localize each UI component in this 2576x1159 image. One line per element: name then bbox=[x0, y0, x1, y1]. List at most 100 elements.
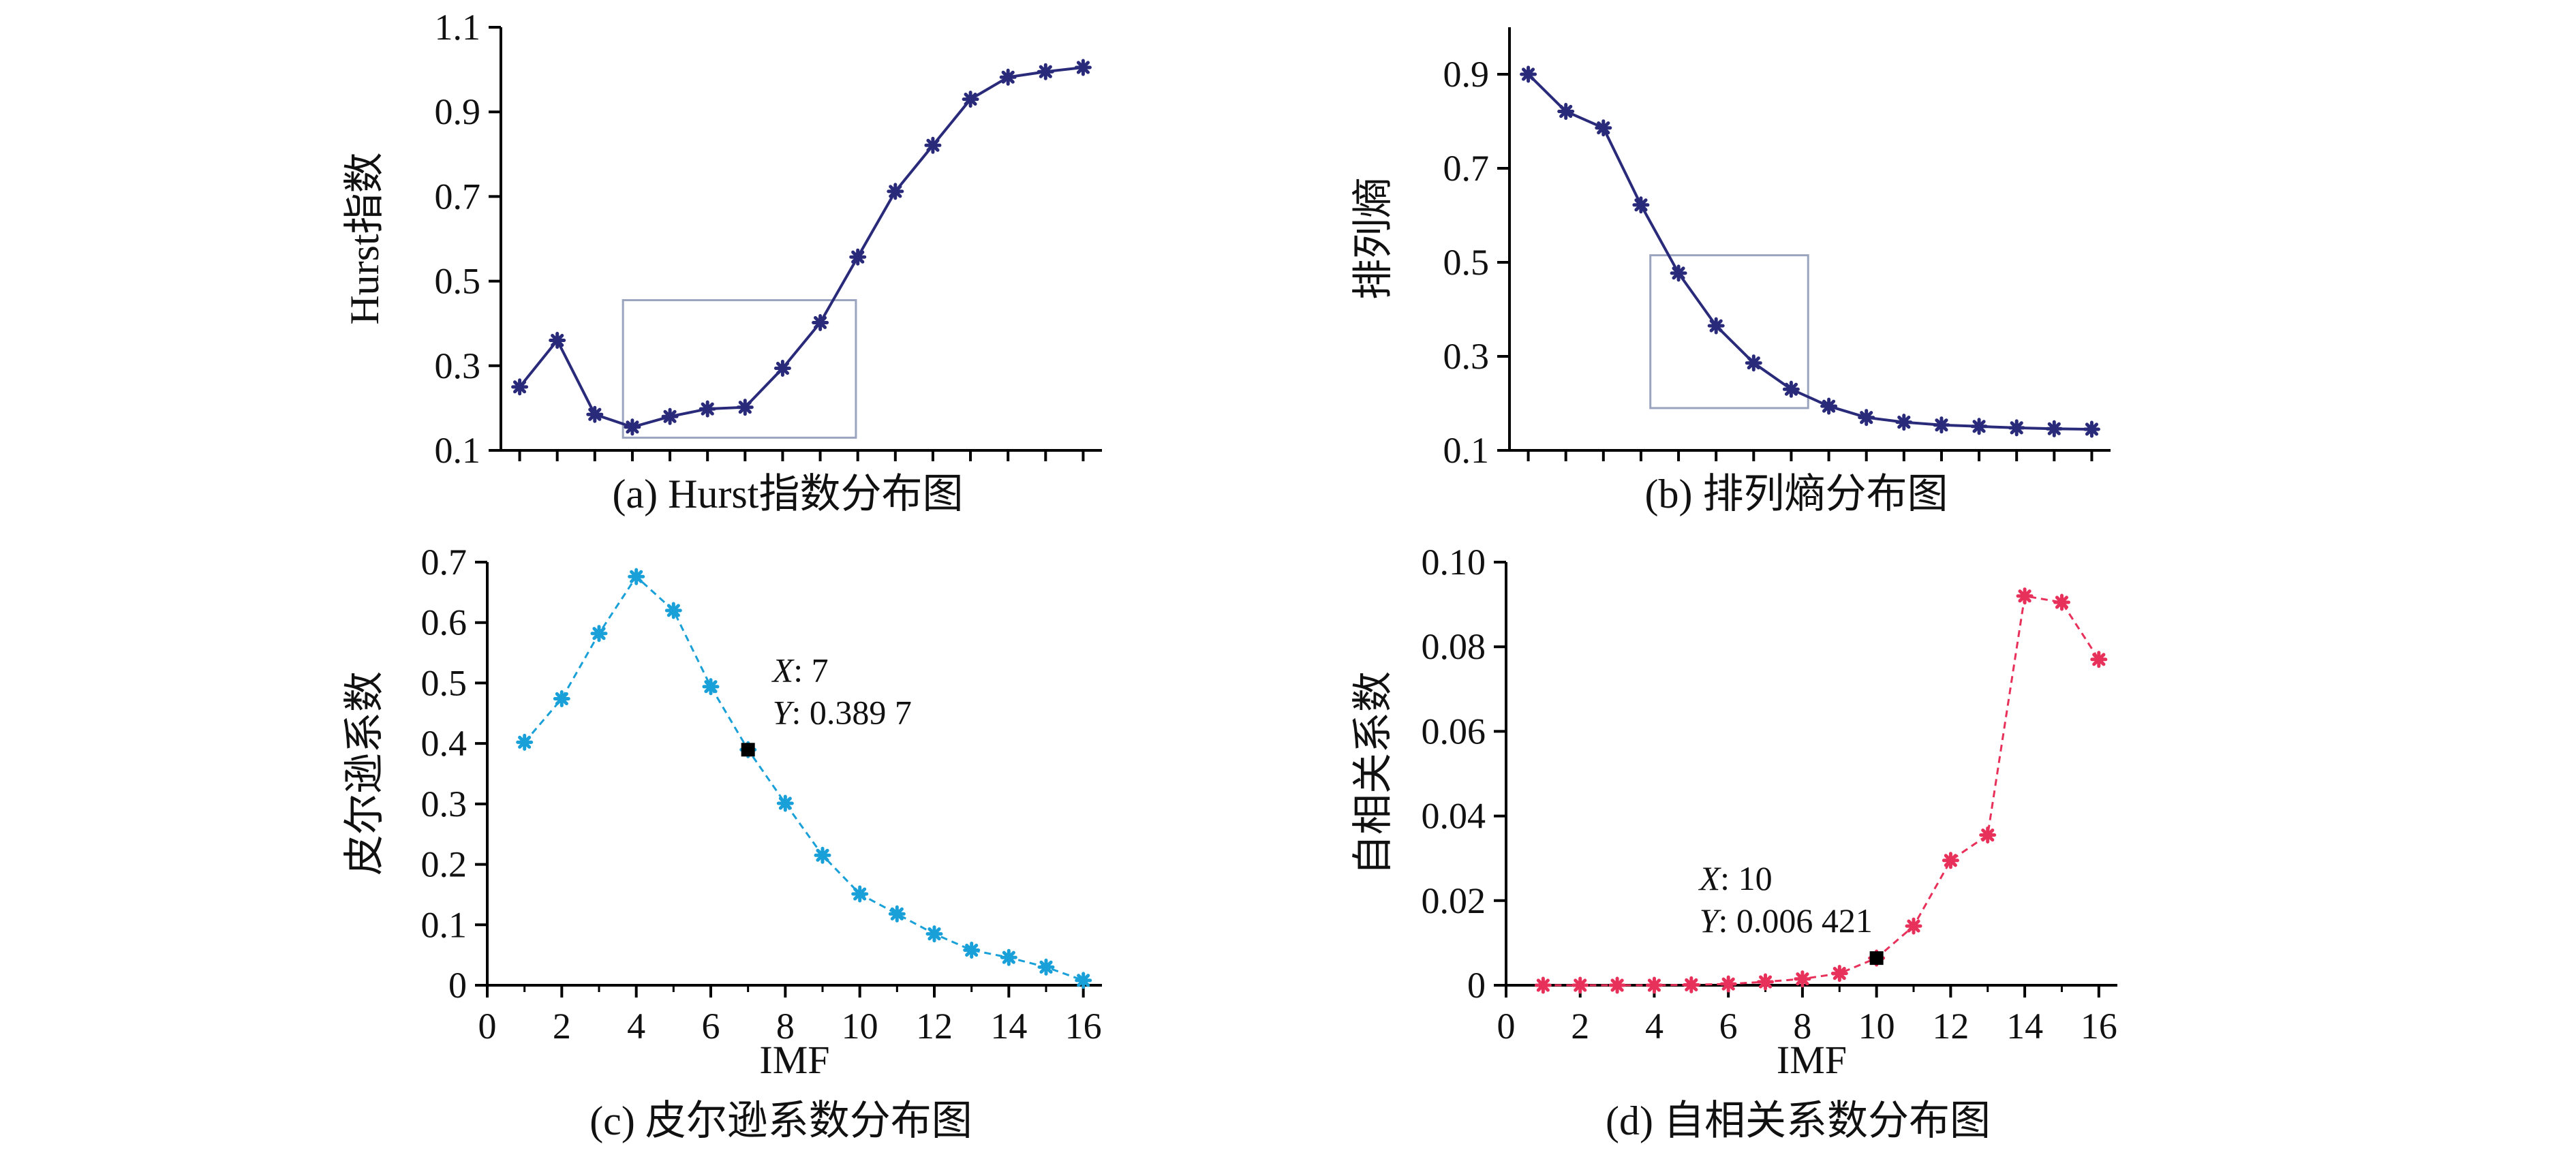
data-point bbox=[1670, 264, 1687, 282]
x-tick-label: 2 bbox=[553, 1006, 571, 1047]
data-point bbox=[553, 690, 570, 707]
y-tick-label: 0.7 bbox=[1443, 148, 1490, 189]
y-tick-label: 1.1 bbox=[435, 7, 481, 48]
data-point bbox=[851, 885, 869, 903]
data-point bbox=[1905, 917, 1922, 935]
data-point bbox=[590, 625, 608, 643]
x-tick-label: 14 bbox=[2006, 1006, 2043, 1047]
x-tick-label: 10 bbox=[1858, 1006, 1895, 1047]
zoom-region-box bbox=[622, 299, 857, 439]
datatip-x-value: : 10 bbox=[1720, 859, 1772, 897]
data-point bbox=[1037, 63, 1054, 80]
y-tick-label: 0 bbox=[448, 965, 467, 1006]
data-point bbox=[1745, 354, 1762, 372]
series-line bbox=[1527, 73, 2092, 431]
data-point bbox=[1858, 409, 1875, 427]
x-tick-label: 0 bbox=[1497, 1006, 1516, 1047]
y-tick-label: 0.1 bbox=[435, 430, 481, 471]
data-point bbox=[776, 794, 794, 812]
data-point bbox=[586, 405, 604, 423]
data-point bbox=[1520, 65, 1537, 83]
data-point bbox=[1979, 826, 1997, 844]
x-tick-label: 4 bbox=[1645, 1006, 1663, 1047]
x-tick-label: 10 bbox=[842, 1006, 878, 1047]
data-point bbox=[1646, 976, 1663, 994]
x-tick-label: 14 bbox=[990, 1006, 1027, 1047]
data-point bbox=[963, 942, 981, 959]
y-tick-label: 0.5 bbox=[421, 662, 467, 703]
data-point bbox=[999, 68, 1017, 86]
x-tick-label: 12 bbox=[1932, 1006, 1969, 1047]
y-tick-label: 0.9 bbox=[435, 91, 481, 132]
datatip-y-text: Y: 0.389 7 bbox=[773, 693, 912, 731]
y-tick-label: 0.5 bbox=[435, 261, 481, 302]
data-point bbox=[2090, 651, 2108, 668]
x-tick-label: 16 bbox=[2081, 1006, 2117, 1047]
y-tick-label: 0.3 bbox=[1443, 336, 1490, 377]
y-tick-label: 0 bbox=[1467, 965, 1486, 1006]
figure-caption: (c) 皮尔逊系数分布图 bbox=[589, 1098, 972, 1143]
y-axis-label: 自相关系数 bbox=[1351, 671, 1396, 876]
x-tick-label: 16 bbox=[1065, 1006, 1102, 1047]
datatip-y-text: Y: 0.006 421 bbox=[1700, 901, 1873, 940]
y-tick-label: 0.04 bbox=[1422, 796, 1486, 837]
figure-caption: (b) 排列熵分布图 bbox=[1645, 472, 1948, 516]
data-point bbox=[849, 248, 867, 266]
data-point bbox=[1037, 958, 1055, 976]
x-tick-label: 0 bbox=[478, 1006, 497, 1047]
data-point bbox=[925, 925, 943, 943]
series-line bbox=[523, 575, 1084, 982]
series-line bbox=[1543, 594, 2100, 987]
data-point bbox=[664, 602, 682, 619]
data-point bbox=[661, 407, 679, 425]
x-axis-label: IMF bbox=[759, 1038, 829, 1082]
data-point bbox=[1074, 59, 1092, 76]
data-point bbox=[812, 314, 829, 331]
datatip-y-value: : 0.006 421 bbox=[1718, 901, 1872, 940]
data-point bbox=[1895, 414, 1913, 431]
data-point bbox=[1757, 973, 1774, 991]
x-tick-label: 8 bbox=[1793, 1006, 1811, 1047]
data-point bbox=[1830, 965, 1848, 983]
zoom-region-box bbox=[1649, 254, 1809, 409]
data-point bbox=[1970, 418, 1988, 435]
datatip-x-label: X bbox=[1698, 859, 1722, 897]
data-point bbox=[1557, 103, 1575, 120]
x-tick-label: 12 bbox=[916, 1006, 953, 1047]
y-tick-label: 0.08 bbox=[1422, 626, 1486, 667]
data-point bbox=[2016, 587, 2034, 605]
y-tick-label: 0.10 bbox=[1422, 542, 1486, 583]
datatip-x-text: X: 10 bbox=[1698, 859, 1773, 897]
data-point bbox=[1942, 852, 1959, 869]
data-point bbox=[1707, 317, 1725, 335]
y-tick-label: 0.7 bbox=[435, 176, 481, 217]
data-point bbox=[1794, 970, 1811, 988]
datatip-x-text: X: 7 bbox=[771, 651, 829, 689]
y-tick-label: 0.9 bbox=[1443, 54, 1490, 95]
data-point bbox=[1595, 119, 1612, 137]
datatip-x-label: X bbox=[771, 651, 795, 689]
data-point bbox=[1000, 948, 1017, 966]
data-point bbox=[924, 136, 942, 154]
y-tick-label: 0.2 bbox=[421, 844, 467, 885]
panel-b-permutation-entropy: 0.1 0.3 0.5 0.7 0.9 排列熵 (b) 排列熵分布图 bbox=[1351, 27, 2111, 516]
data-point bbox=[1608, 976, 1626, 994]
figure-caption: (d) 自相关系数分布图 bbox=[1606, 1098, 1991, 1143]
x-axis-label: IMF bbox=[1777, 1038, 1847, 1082]
datatip-marker bbox=[741, 743, 755, 757]
data-point bbox=[699, 400, 716, 418]
data-point bbox=[2083, 420, 2100, 438]
data-point bbox=[814, 846, 831, 864]
y-axis-label: Hurst指数 bbox=[342, 152, 387, 324]
data-point bbox=[1933, 416, 1950, 434]
datatip-y-value: : 0.389 7 bbox=[791, 693, 911, 731]
data-point bbox=[736, 399, 754, 416]
datatip-marker bbox=[1869, 951, 1884, 965]
data-point bbox=[962, 91, 979, 108]
datatip-y-label: Y bbox=[773, 693, 795, 731]
data-point bbox=[2053, 593, 2070, 611]
y-tick-label: 0.6 bbox=[421, 602, 467, 643]
panel-c-pearson: 0 0.1 0.2 0.3 0.4 0.5 0.6 0.7 0 2 4 6 8 10 12 14 16 IMF 皮尔… bbox=[342, 542, 1102, 1143]
y-tick-label: 0.3 bbox=[435, 345, 481, 386]
